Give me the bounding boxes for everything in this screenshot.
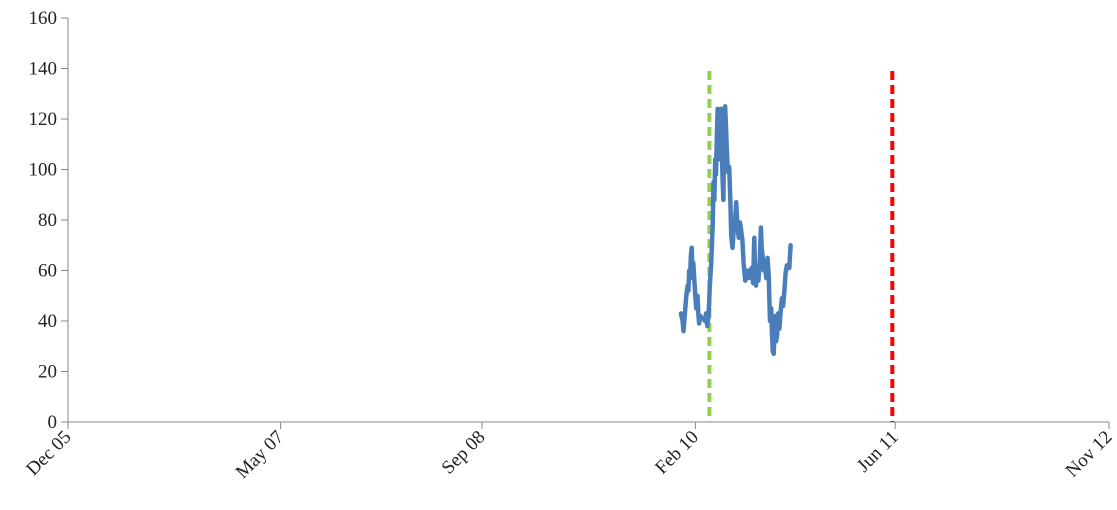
x-tick-label: May 07 xyxy=(232,427,288,483)
y-tick-label: 20 xyxy=(38,362,57,383)
x-tick-label: Jun 11 xyxy=(853,427,903,477)
y-tick-label: 40 xyxy=(38,311,57,332)
y-axis: 0 20 40 60 80 100 120 140 160 xyxy=(29,8,69,433)
y-tick-label: 160 xyxy=(29,8,58,29)
y-tick-label: 0 xyxy=(48,412,58,433)
series-group xyxy=(681,106,791,353)
y-tick-label: 80 xyxy=(38,210,57,231)
x-tick-label: Nov 12 xyxy=(1062,427,1117,482)
y-tick-label: 120 xyxy=(29,109,58,130)
vertical-markers xyxy=(709,71,892,422)
series-line-1 xyxy=(681,106,791,353)
y-tick-label: 100 xyxy=(29,160,58,181)
y-tick-label: 60 xyxy=(38,261,57,282)
x-tick-label: Dec 05 xyxy=(22,427,75,480)
x-tick-label: Sep 08 xyxy=(438,427,490,479)
y-tick-label: 140 xyxy=(29,59,58,80)
x-axis: Dec 05 May 07 Sep 08 Feb 10 Jun 11 Nov 12 xyxy=(22,422,1116,483)
x-tick-label: Feb 10 xyxy=(651,427,703,479)
